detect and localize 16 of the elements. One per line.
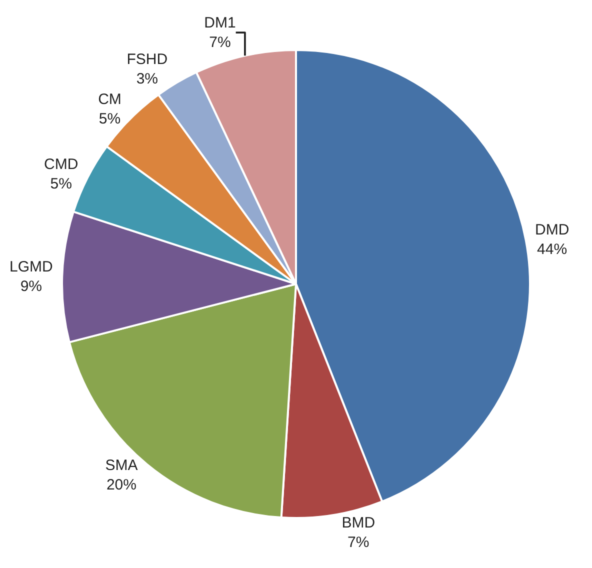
slice-label: CM	[98, 91, 122, 108]
slice-label: SMA	[105, 456, 138, 474]
slice-label: DMD	[534, 221, 570, 238]
slice-label: DM1	[204, 14, 236, 32]
slice-label: FSHD	[126, 50, 168, 68]
data-label: 5%	[50, 175, 72, 192]
data-label: 20%	[106, 476, 136, 494]
slice-label: BMD	[342, 514, 376, 532]
data-label: 5%	[98, 110, 121, 128]
data-label: 44%	[537, 240, 568, 258]
slice-label: LGMD	[9, 258, 53, 276]
data-label: 3%	[136, 70, 158, 88]
slice-label: CMD	[44, 156, 78, 173]
data-label: 7%	[209, 34, 231, 51]
data-label: 9%	[20, 278, 42, 295]
data-label: 7%	[348, 534, 370, 552]
